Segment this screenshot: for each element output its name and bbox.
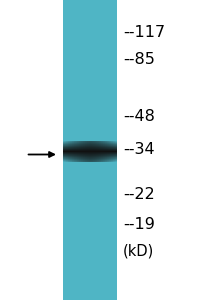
Bar: [87, 141, 88, 162]
Text: --19: --19: [123, 217, 155, 232]
Bar: [63, 0, 117, 300]
Bar: [90, 141, 91, 162]
Bar: [102, 141, 103, 162]
Bar: [101, 141, 102, 162]
Bar: [106, 141, 107, 162]
Bar: [105, 141, 106, 162]
Bar: [75, 141, 76, 162]
Bar: [69, 141, 70, 162]
Text: --22: --22: [123, 187, 155, 202]
Bar: [110, 141, 111, 162]
Bar: [112, 141, 113, 162]
Bar: [73, 141, 74, 162]
Bar: [81, 141, 82, 162]
Bar: [107, 141, 108, 162]
Bar: [111, 141, 112, 162]
Bar: [83, 141, 84, 162]
Bar: [96, 141, 97, 162]
Bar: [63, 141, 64, 162]
Bar: [68, 141, 69, 162]
Bar: [113, 141, 114, 162]
Bar: [79, 141, 80, 162]
Text: --85: --85: [123, 52, 155, 67]
Bar: [115, 141, 116, 162]
Bar: [78, 141, 79, 162]
Bar: [74, 141, 75, 162]
Bar: [93, 141, 94, 162]
Bar: [91, 141, 92, 162]
Bar: [92, 141, 93, 162]
Bar: [104, 141, 105, 162]
Bar: [98, 141, 99, 162]
Bar: [70, 141, 71, 162]
Bar: [80, 141, 81, 162]
Bar: [67, 141, 68, 162]
Bar: [95, 141, 96, 162]
Text: (kD): (kD): [123, 243, 154, 258]
Bar: [65, 141, 66, 162]
Bar: [64, 141, 65, 162]
Bar: [103, 141, 104, 162]
Bar: [77, 141, 78, 162]
Bar: [84, 141, 85, 162]
Bar: [88, 141, 89, 162]
Text: --34: --34: [123, 142, 155, 157]
Bar: [89, 141, 90, 162]
Bar: [99, 141, 100, 162]
Bar: [71, 141, 72, 162]
Bar: [76, 141, 77, 162]
Bar: [72, 141, 73, 162]
Bar: [109, 141, 110, 162]
Bar: [100, 141, 101, 162]
Text: --48: --48: [123, 109, 155, 124]
Text: --117: --117: [123, 25, 165, 40]
Bar: [94, 141, 95, 162]
Bar: [85, 141, 86, 162]
Bar: [82, 141, 83, 162]
Bar: [97, 141, 98, 162]
Bar: [66, 141, 67, 162]
Bar: [116, 141, 117, 162]
Bar: [86, 141, 87, 162]
Bar: [114, 141, 115, 162]
